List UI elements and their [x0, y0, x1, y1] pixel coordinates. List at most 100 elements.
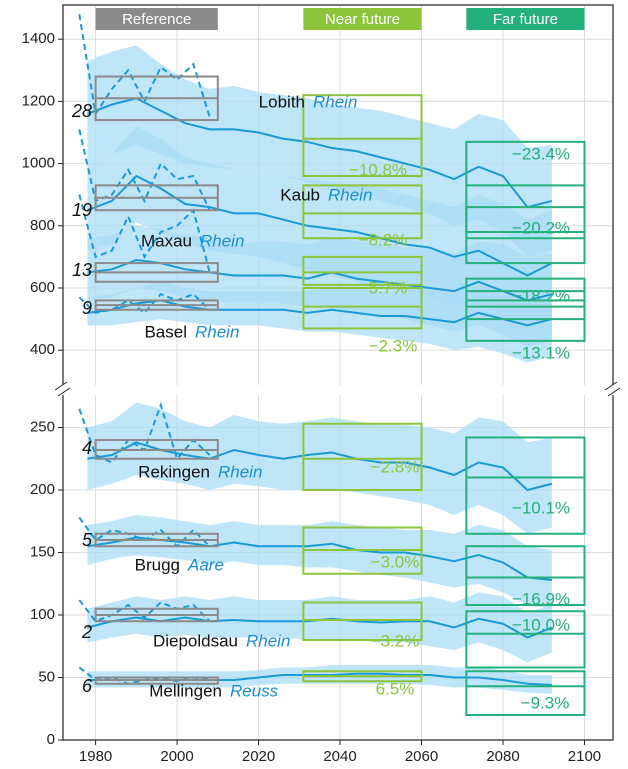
- y-tick-label: 250: [30, 418, 55, 435]
- y-tick-label: 600: [30, 279, 55, 296]
- far-change: −10.0%: [512, 615, 570, 634]
- gauge-river: Rhein: [195, 322, 239, 341]
- y-tick-label: 0: [47, 731, 55, 748]
- x-tick-label: 2020: [242, 748, 275, 765]
- gauge-river: Rhein: [218, 462, 262, 481]
- mean-line: [87, 174, 553, 277]
- spread-band: [87, 281, 552, 363]
- period-box: [302, 601, 423, 641]
- mean-line: [87, 97, 553, 209]
- period-box: [465, 206, 586, 265]
- y-tick-label: 50: [38, 668, 55, 685]
- period-box: [465, 610, 586, 669]
- gauge-name: Maxau: [141, 231, 192, 250]
- observed-line: [78, 14, 211, 118]
- gauge-river: Rhein: [328, 185, 372, 204]
- period-label: Near future: [325, 11, 400, 28]
- x-tick-label: 2060: [405, 748, 438, 765]
- gauge-river: Rhein: [313, 92, 357, 111]
- x-tick-label: 2040: [323, 748, 356, 765]
- gauge-river: Reuss: [230, 681, 279, 700]
- x-tick-label: 1980: [79, 748, 112, 765]
- gauge-name: Basel: [144, 322, 187, 341]
- gauge-river: Aare: [187, 555, 224, 574]
- period-box: [465, 299, 586, 342]
- spread-band: [87, 592, 552, 663]
- observed-line: [78, 194, 211, 273]
- spread-band: [87, 665, 552, 694]
- x-tick-label: 2000: [160, 748, 193, 765]
- gauge-name: Brugg: [135, 555, 180, 574]
- gauge-name: Kaub: [280, 185, 320, 204]
- gauge-number: 6: [82, 676, 93, 696]
- y-tick-label: 200: [30, 481, 55, 498]
- period-box: [465, 140, 586, 234]
- y-tick-label: 400: [30, 341, 55, 358]
- gauge-river: Rhein: [200, 231, 244, 250]
- far-change: −13.1%: [512, 343, 570, 362]
- near-change: −2.3%: [369, 336, 418, 355]
- near-change: −3.0%: [371, 552, 420, 571]
- axis-break: [54, 381, 621, 397]
- period-box: [302, 422, 423, 491]
- far-change: −16.9%: [512, 589, 570, 608]
- period-box: [465, 670, 586, 716]
- frame: [62, 4, 614, 741]
- period-box: [465, 277, 586, 308]
- y-tick-label: 1200: [22, 92, 55, 109]
- spread-band: [87, 402, 552, 534]
- x-tick-label: 2080: [486, 748, 519, 765]
- period-box: [302, 286, 423, 330]
- boxes: [94, 75, 586, 716]
- near-change: −3.2%: [371, 631, 420, 650]
- period-header: [95, 8, 218, 30]
- period-box: [465, 545, 586, 606]
- far-change: −10.1%: [512, 498, 570, 517]
- near-change: −2.8%: [371, 457, 420, 476]
- far-change: −23.4%: [512, 144, 570, 163]
- period-box: [302, 255, 423, 286]
- mean-line: [87, 258, 553, 302]
- gauge-number: 9: [82, 298, 92, 318]
- gauge-name: Rekingen: [138, 462, 210, 481]
- panel-bands: [87, 402, 552, 694]
- gauge-river: Rhein: [246, 631, 290, 650]
- gauge-number: 5: [82, 530, 93, 550]
- period-box: [465, 436, 586, 535]
- y-tick-label: 800: [30, 217, 55, 234]
- far-change: −9.3%: [521, 693, 570, 712]
- gauge-name: Diepoldsau: [153, 631, 238, 650]
- period-box: [302, 184, 423, 240]
- period-box: [302, 94, 423, 178]
- observed-line: [78, 293, 211, 315]
- y-tick-label: 1000: [22, 155, 55, 172]
- gauge-number: 13: [72, 260, 92, 280]
- panel-lines: [78, 14, 553, 327]
- far-change: −18.2%: [512, 286, 570, 305]
- x-tick-label: 2100: [568, 748, 601, 765]
- period-header: [303, 8, 422, 30]
- y-tick-label: 100: [30, 606, 55, 623]
- observed-line: [78, 599, 211, 623]
- y-tick-label: 1400: [22, 30, 55, 47]
- spread-band: [87, 515, 552, 609]
- near-change: 6.5%: [376, 679, 415, 698]
- period-header: [466, 8, 585, 30]
- far-change: −20.2%: [512, 218, 570, 237]
- observed-line: [78, 129, 211, 211]
- gauge-number: 28: [71, 101, 92, 121]
- near-change: −10.8%: [349, 160, 407, 179]
- gauge-number: 2: [81, 622, 92, 642]
- gauge-number: 4: [82, 438, 92, 458]
- gauge-name: Mellingen: [149, 681, 222, 700]
- mean-line: [87, 299, 553, 327]
- period-label: Reference: [122, 11, 191, 28]
- near-change: −8.2%: [359, 230, 408, 249]
- period-label: Far future: [493, 11, 558, 28]
- gauge-number: 19: [72, 200, 92, 220]
- y-tick-label: 150: [30, 543, 55, 560]
- gauge-name: Lobith: [259, 92, 305, 111]
- near-change: −5.7%: [359, 278, 408, 297]
